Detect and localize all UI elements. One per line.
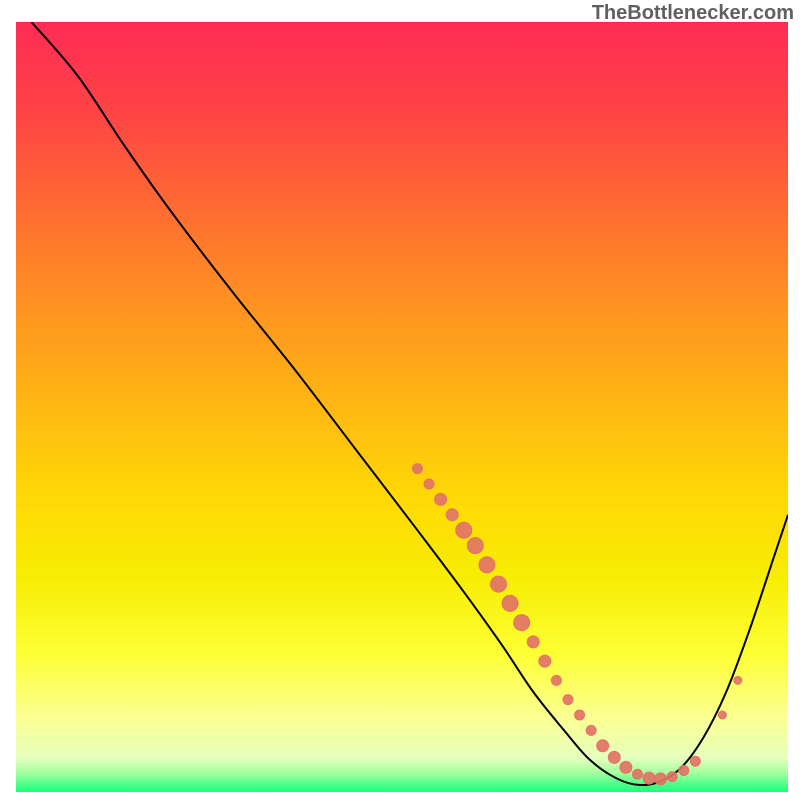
scatter-marker — [502, 595, 518, 611]
scatter-marker — [690, 756, 700, 766]
scatter-marker — [575, 710, 585, 720]
scatter-marker — [551, 675, 561, 685]
scatter-marker — [479, 557, 495, 573]
scatter-marker — [435, 493, 447, 505]
plot-area — [16, 22, 788, 792]
scatter-marker — [718, 711, 726, 719]
scatter-marker — [563, 695, 573, 705]
scatter-marker — [539, 655, 551, 667]
scatter-marker — [734, 676, 742, 684]
scatter-marker — [491, 576, 507, 592]
scatter-marker — [586, 725, 596, 735]
scatter-marker — [679, 765, 689, 775]
scatter-marker — [643, 772, 655, 784]
scatter-marker — [597, 740, 609, 752]
scatter-markers — [412, 464, 741, 785]
scatter-marker — [514, 615, 530, 631]
scatter-marker — [527, 636, 539, 648]
chart-canvas: TheBottlenecker.com — [0, 0, 800, 800]
scatter-marker — [446, 509, 458, 521]
scatter-marker — [424, 479, 434, 489]
scatter-marker — [620, 761, 632, 773]
scatter-marker — [456, 522, 472, 538]
scatter-marker — [412, 464, 422, 474]
scatter-marker — [632, 769, 642, 779]
scatter-marker — [667, 772, 677, 782]
scatter-marker — [608, 751, 620, 763]
bottleneck-curve — [31, 22, 788, 785]
scatter-marker — [467, 538, 483, 554]
scatter-marker — [655, 773, 667, 785]
